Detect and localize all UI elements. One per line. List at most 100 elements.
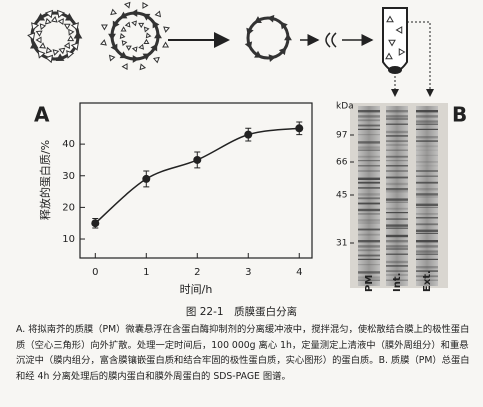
gel-band xyxy=(358,146,380,149)
protein-icon xyxy=(154,31,162,39)
protein-icon xyxy=(124,21,131,28)
gel-band xyxy=(358,208,380,212)
y-tick-label: 20 xyxy=(62,202,75,213)
protein-icon xyxy=(138,43,145,50)
protein-icon xyxy=(110,8,118,16)
gel-band xyxy=(416,181,438,184)
protein-icon xyxy=(267,14,275,23)
gel-band xyxy=(386,118,408,120)
protein-icon xyxy=(70,42,79,51)
figure: A 时间/h 释放的蛋白质/% B kDa 10 20 30 40 0 1 2 3 4 97 66 4… xyxy=(27,1,467,296)
gel-band xyxy=(416,266,438,269)
protein-icon xyxy=(52,49,60,56)
gel-band xyxy=(358,134,380,136)
protein-icon xyxy=(31,22,40,31)
x-tick-label: 1 xyxy=(143,267,149,278)
gel-band xyxy=(416,140,438,142)
protein-icon xyxy=(163,26,170,33)
gel-band xyxy=(416,175,438,177)
protein-icon xyxy=(112,20,120,29)
gel-band xyxy=(358,165,380,167)
gel-band xyxy=(386,198,408,201)
lane-label: PM xyxy=(364,275,375,292)
gel-band xyxy=(386,207,408,210)
protein-icon xyxy=(280,21,288,30)
gel-band xyxy=(416,240,438,243)
protein-icon xyxy=(68,28,75,36)
panel-label: B xyxy=(452,103,467,127)
pellet xyxy=(388,66,402,74)
gel-band xyxy=(386,224,408,227)
diagram xyxy=(30,7,434,97)
gel-band xyxy=(416,258,438,260)
gel-band xyxy=(358,149,380,151)
gel-band xyxy=(416,145,438,148)
gel-band xyxy=(416,193,438,196)
protein-icon xyxy=(35,30,43,37)
protein-icon xyxy=(58,47,66,55)
protein-icon xyxy=(56,9,66,19)
gel-band xyxy=(386,240,408,243)
protein-icon xyxy=(395,26,403,34)
protein-icon xyxy=(44,9,54,19)
gel-band xyxy=(358,193,380,196)
protein-icon xyxy=(100,24,108,31)
gel-band xyxy=(416,170,438,172)
data-point xyxy=(193,155,202,164)
protein-icon xyxy=(44,54,54,64)
protein-icon xyxy=(278,47,287,56)
gel-band xyxy=(358,233,380,236)
protein-icon xyxy=(385,52,393,60)
gel-band xyxy=(386,279,408,281)
gel-band xyxy=(386,176,408,179)
gel-band xyxy=(386,227,408,229)
gel-band xyxy=(416,154,438,156)
fit-line xyxy=(94,127,300,224)
gel-band xyxy=(358,254,380,257)
gel-band xyxy=(416,270,438,272)
gel-band xyxy=(386,253,408,255)
gel-band xyxy=(416,232,438,234)
gel-band xyxy=(358,124,380,127)
gel-band xyxy=(386,149,408,151)
gel-band xyxy=(416,250,438,253)
data-point xyxy=(295,124,304,133)
protein-icon xyxy=(398,48,406,56)
protein-icon xyxy=(45,46,53,54)
protein-icon xyxy=(55,53,65,61)
protein-icon xyxy=(121,63,128,71)
y-tick-label: 30 xyxy=(62,171,75,182)
y-axis-label: 释放的蛋白质/% xyxy=(38,140,52,220)
gel-band xyxy=(416,279,438,281)
protein-icon xyxy=(73,31,83,39)
protein-icon xyxy=(388,39,396,47)
protein-icon xyxy=(154,10,162,18)
protein-icon xyxy=(142,13,151,21)
protein-icon xyxy=(143,26,150,33)
protein-icon xyxy=(254,50,262,58)
gel-band xyxy=(386,191,408,193)
gel-band xyxy=(416,188,438,191)
protein-icon xyxy=(123,1,131,9)
gel-band xyxy=(386,265,408,267)
data-point xyxy=(91,219,100,228)
protein-icon xyxy=(39,23,47,31)
protein-icon xyxy=(150,43,158,52)
gel-band xyxy=(386,170,408,172)
gel-band xyxy=(386,165,408,167)
gel-band xyxy=(416,123,438,125)
protein-icon xyxy=(152,20,160,29)
gel-band xyxy=(416,120,438,123)
gel-band xyxy=(358,264,380,266)
protein-icon xyxy=(29,40,39,49)
protein-icon xyxy=(63,23,71,30)
gel-band xyxy=(386,234,408,238)
protein-icon xyxy=(142,1,149,9)
gel-band xyxy=(358,177,380,180)
gel-band xyxy=(386,201,408,203)
gel-band xyxy=(358,181,380,184)
caption-title: 图 22-1 质膜蛋白分离 xyxy=(185,306,298,318)
gel-band xyxy=(358,115,380,118)
protein-icon xyxy=(162,41,170,48)
